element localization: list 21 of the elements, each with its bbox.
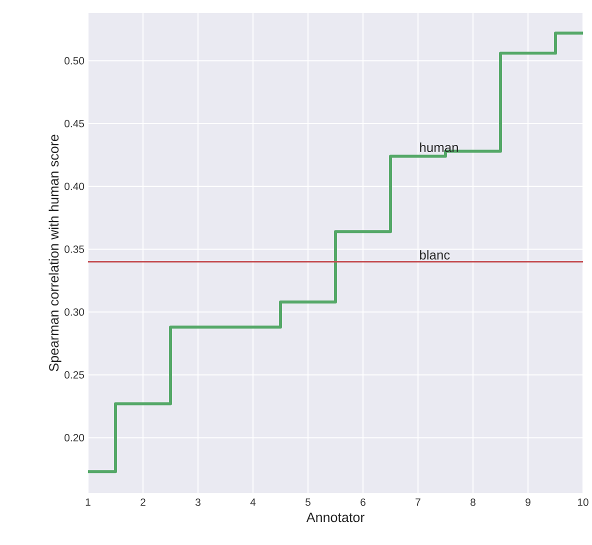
x-tick-label: 6 xyxy=(360,498,366,506)
y-tick-label: 0.35 xyxy=(64,246,84,253)
y-axis-title: Spearman correlation with human score xyxy=(48,134,62,372)
x-axis-title: Annotator xyxy=(306,512,364,522)
y-tick-label: 0.25 xyxy=(64,371,84,379)
y-tick-label: 0.30 xyxy=(64,308,84,316)
y-tick-label: 0.40 xyxy=(64,182,84,190)
x-tick-label: 1 xyxy=(86,498,90,506)
x-tick-label: 5 xyxy=(306,498,310,506)
x-tick-label: 10 xyxy=(578,498,588,506)
x-tick-label: 8 xyxy=(470,498,476,506)
y-tick-label: 0.20 xyxy=(64,434,84,442)
x-tick-label: 3 xyxy=(195,498,200,506)
x-tick-label: 4 xyxy=(250,498,256,506)
y-tick-label: 0.45 xyxy=(64,120,84,128)
y-tick-label: 0.50 xyxy=(64,57,84,64)
x-tick-label: 2 xyxy=(140,498,146,506)
ref-line-label: blanc xyxy=(420,250,450,260)
x-tick-label: 9 xyxy=(526,498,530,506)
series-label: human xyxy=(420,142,458,152)
x-tick-label: 7 xyxy=(416,498,420,506)
